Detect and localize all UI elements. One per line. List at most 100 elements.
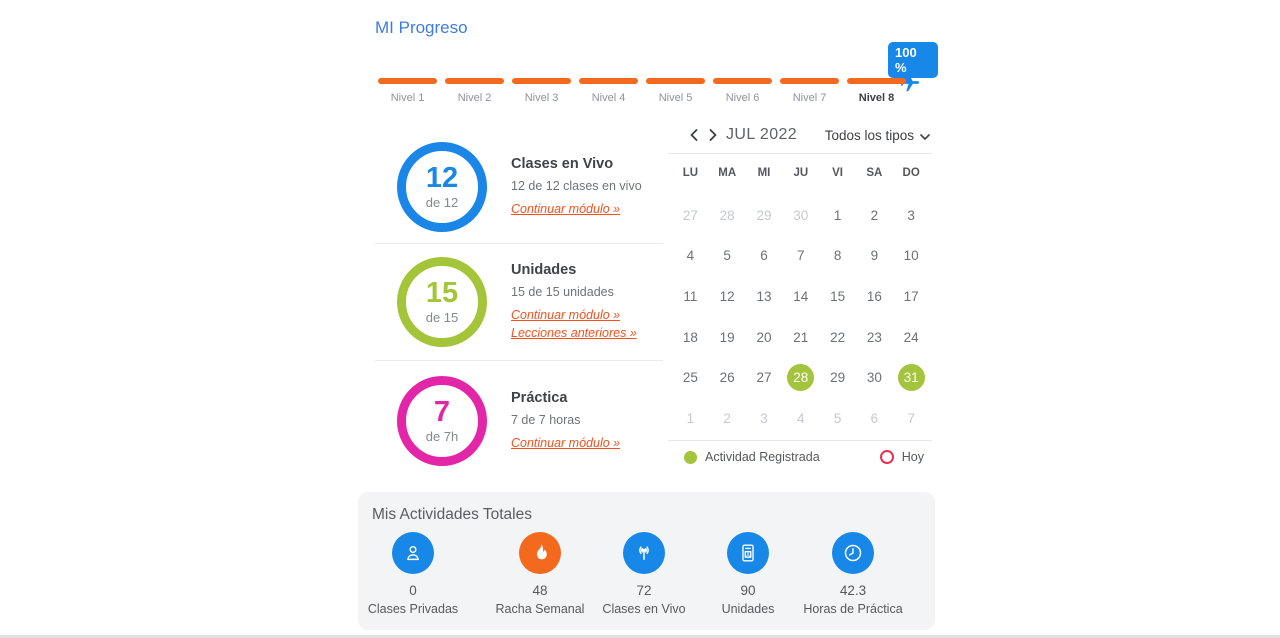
level-label-3: Nivel 3: [524, 92, 559, 104]
level-progress-bar: 100 % Nivel 1 Nivel 2 Nivel 3 Nivel 4 Nivel …: [378, 42, 938, 106]
module-link-1[interactable]: Continuar módulo »: [511, 308, 621, 322]
calendar-day-29[interactable]: 29: [819, 357, 856, 398]
calendar-day-12[interactable]: 12: [709, 276, 746, 317]
legend-activity-label: Actividad Registrada: [705, 450, 820, 464]
level-label-6: Nivel 6: [725, 92, 760, 104]
day-number: 14: [793, 288, 809, 304]
level-label-7: Nivel 7: [792, 92, 827, 104]
module-row-1: 12 de 12 Clases en Vivo 12 de 12 clases en …: [375, 130, 663, 244]
stat-label: Horas de Práctica: [803, 602, 903, 616]
level-label-5: Nivel 5: [658, 92, 693, 104]
calendar-day-21[interactable]: 21: [782, 317, 819, 358]
stat-value: 0: [409, 583, 417, 598]
calendar-day-6[interactable]: 6: [856, 398, 893, 439]
calendar-day-24[interactable]: 24: [893, 317, 930, 358]
calendar-day-26[interactable]: 26: [709, 357, 746, 398]
day-header-ma: MA: [718, 167, 737, 179]
module-text: Clases en Vivo 12 de 12 clases en vivo Con…: [511, 156, 642, 218]
calendar-footer-divider: [668, 440, 932, 441]
calendar-day-2[interactable]: 2: [856, 195, 893, 236]
level-segment-6: [713, 78, 772, 84]
calendar-day-28[interactable]: 28: [782, 357, 819, 398]
calendar-day-22[interactable]: 22: [819, 317, 856, 358]
calendar-day-27[interactable]: 27: [672, 195, 709, 236]
ring-value: 15: [425, 277, 459, 309]
module-link-2[interactable]: Lecciones anteriores »: [511, 326, 637, 340]
calendar-day-27[interactable]: 27: [746, 357, 783, 398]
day-number: 30: [793, 207, 809, 223]
calendar-day-5[interactable]: 5: [819, 398, 856, 439]
day-number: 27: [682, 207, 698, 223]
level-label-8: Nivel 8: [858, 92, 895, 104]
stat-value: 72: [636, 583, 652, 598]
calendar-day-20[interactable]: 20: [746, 317, 783, 358]
calendar-prev-button[interactable]: [686, 128, 702, 144]
day-number: 4: [797, 410, 805, 426]
day-header-sa: SA: [866, 167, 883, 179]
stat-clases-en-vivo: 72 Clases en Vivo: [589, 532, 699, 616]
day-number: 1: [686, 410, 695, 426]
calendar-day-25[interactable]: 25: [672, 357, 709, 398]
calendar-day-18[interactable]: 18: [672, 317, 709, 358]
module-row-2: 15 de 15 Unidades 15 de 15 unidades Continua…: [375, 244, 663, 361]
calendar-day-7[interactable]: 7: [893, 398, 930, 439]
filter-label: Todos los tipos: [824, 128, 914, 143]
calendar-day-29[interactable]: 29: [746, 195, 783, 236]
calendar-day-9[interactable]: 9: [856, 236, 893, 277]
chevron-left-icon: [690, 128, 698, 144]
calendar-day-3[interactable]: 3: [746, 398, 783, 439]
calendar-day-1[interactable]: 1: [672, 398, 709, 439]
book-icon: A: [727, 532, 769, 574]
stat-label: Racha Semanal: [495, 602, 585, 616]
day-header-vi: VI: [832, 167, 844, 179]
stat-value: 90: [740, 583, 756, 598]
calendar-day-6[interactable]: 6: [746, 236, 783, 277]
calendar-day-28[interactable]: 28: [709, 195, 746, 236]
calendar-next-button[interactable]: [705, 128, 721, 144]
calendar-day-30[interactable]: 30: [856, 357, 893, 398]
day-number: 28: [787, 364, 815, 392]
calendar-day-17[interactable]: 17: [893, 276, 930, 317]
day-number: 15: [830, 288, 846, 304]
day-number: 5: [833, 410, 842, 426]
calendar-day-15[interactable]: 15: [819, 276, 856, 317]
ring-subtext: de 7h: [425, 428, 459, 444]
chevron-down-icon: [920, 128, 930, 143]
calendar-day-2[interactable]: 2: [709, 398, 746, 439]
day-number: 28: [719, 207, 735, 223]
calendar-day-13[interactable]: 13: [746, 276, 783, 317]
calendar-day-19[interactable]: 19: [709, 317, 746, 358]
level-segment-8: [847, 78, 906, 84]
calendar-week-3: 11 12 13 14 15 16 17: [672, 276, 930, 317]
calendar-day-5[interactable]: 5: [709, 236, 746, 277]
legend-activity: Actividad Registrada: [684, 450, 820, 464]
calendar-day-8[interactable]: 8: [819, 236, 856, 277]
calendar-day-11[interactable]: 11: [672, 276, 709, 317]
svg-text:A: A: [746, 552, 750, 558]
day-number: 11: [683, 288, 698, 304]
calendar-day-10[interactable]: 10: [893, 236, 930, 277]
calendar-day-31[interactable]: 31: [893, 357, 930, 398]
calendar-type-filter[interactable]: Todos los tipos: [825, 128, 930, 143]
calendar-day-30[interactable]: 30: [782, 195, 819, 236]
day-number: 24: [903, 329, 919, 345]
modules-list: 12 de 12 Clases en Vivo 12 de 12 clases en …: [375, 130, 663, 480]
calendar-day-14[interactable]: 14: [782, 276, 819, 317]
calendar-day-4[interactable]: 4: [782, 398, 819, 439]
progress-ring-1: 12 de 12: [397, 141, 487, 232]
calendar-day-1[interactable]: 1: [819, 195, 856, 236]
stat-label: Unidades: [721, 602, 775, 616]
module-text: Unidades 15 de 15 unidades Continuar módul…: [511, 262, 637, 342]
calendar-day-3[interactable]: 3: [893, 195, 930, 236]
calendar-day-16[interactable]: 16: [856, 276, 893, 317]
day-number: 22: [830, 329, 846, 345]
calendar-day-4[interactable]: 4: [672, 236, 709, 277]
broadcast-icon: [623, 532, 665, 574]
level-segment-1: [378, 78, 437, 84]
day-number: 2: [723, 410, 731, 426]
calendar-day-7[interactable]: 7: [782, 236, 819, 277]
calendar-day-23[interactable]: 23: [856, 317, 893, 358]
module-link-1[interactable]: Continuar módulo »: [511, 435, 621, 450]
module-link-1[interactable]: Continuar módulo »: [511, 201, 621, 216]
calendar-week-1: 27 28 29 30 1 2 3: [672, 195, 930, 236]
